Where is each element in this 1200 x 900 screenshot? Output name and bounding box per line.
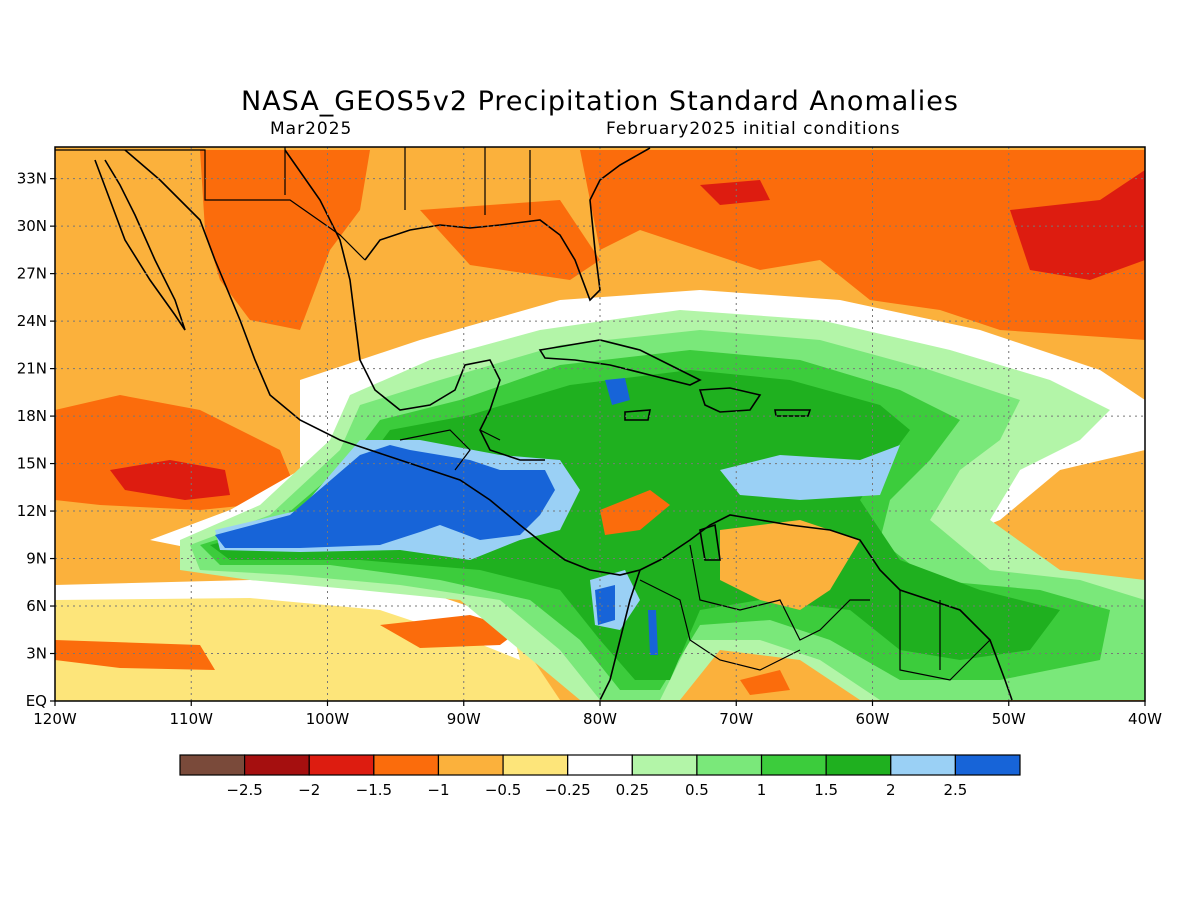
lat-tick-label: 24N <box>17 312 47 330</box>
lat-tick-label: 27N <box>17 265 47 283</box>
chart-title: NASA_GEOS5v2 Precipitation Standard Anom… <box>241 86 959 117</box>
field-red-atlantic <box>1010 170 1145 280</box>
coast-lakes <box>699 523 721 561</box>
coastlines <box>94 147 1013 701</box>
colorbar-label: 1.5 <box>814 781 838 799</box>
field-orange-sa3 <box>740 670 790 695</box>
lat-tick-label: 9N <box>26 550 47 568</box>
lat-tick-label: EQ <box>26 692 47 710</box>
colorbar-label: −0.5 <box>485 781 521 799</box>
field-orange-south2 <box>380 615 520 648</box>
lon-tick-label: 100W <box>306 710 350 728</box>
border-colombia <box>639 579 801 671</box>
colorbar-swatch <box>244 754 310 776</box>
coast-baja <box>94 159 186 331</box>
colorbar-swatch <box>696 754 763 776</box>
lat-tick-label: 15N <box>17 455 47 473</box>
colorbar-label: −1 <box>427 781 449 799</box>
lon-tick-label: 60W <box>856 710 890 728</box>
colorbar-swatch <box>890 754 956 776</box>
border-venezuela <box>689 544 870 641</box>
field-orange-pacific <box>55 395 300 510</box>
lat-tick-label: 3N <box>26 645 47 663</box>
coast-jamaica <box>624 409 651 421</box>
colorbar-label: 2.5 <box>943 781 967 799</box>
field-blue-cuba <box>605 378 630 405</box>
colorbar-label: 2 <box>886 781 896 799</box>
coast-mexico-pacific <box>124 149 641 576</box>
field-orange-sa <box>600 490 670 535</box>
border-guianas <box>899 590 991 681</box>
init-conditions: February2025 initial conditions <box>606 119 901 139</box>
border-us-mexico <box>55 149 366 261</box>
lat-tick-label: 30N <box>17 217 47 235</box>
lat-tick-label: 33N <box>17 170 47 188</box>
colorbar-swatch <box>502 754 569 776</box>
coast-colombia-pacific <box>599 569 641 701</box>
coast-puertorico <box>774 409 812 417</box>
colorbar-label: −0.25 <box>545 781 591 799</box>
coast-gulf <box>284 149 545 461</box>
colorbar-label: 1 <box>757 781 767 799</box>
lon-tick-label: 120W <box>33 710 77 728</box>
field-orange-south <box>55 640 215 670</box>
lon-tick-label: 80W <box>583 710 617 728</box>
coast-us-gulf <box>364 147 651 302</box>
gridlines <box>55 147 1145 701</box>
field-orange-gulf-n <box>420 200 600 280</box>
lat-tick-label: 21N <box>17 360 47 378</box>
field-blue-main <box>215 445 555 548</box>
field-red-pacific <box>110 460 230 500</box>
field-lightblue-carib <box>720 445 900 500</box>
colorbar-swatch <box>954 754 1021 776</box>
lon-tick-label: 50W <box>992 710 1026 728</box>
colorbar-swatch <box>308 754 375 776</box>
colorbar-label: −1.5 <box>356 781 392 799</box>
lat-tick-label: 6N <box>26 597 47 615</box>
colorbar-swatch <box>373 754 440 776</box>
coast-cuba <box>538 339 702 386</box>
valid-month: Mar2025 <box>270 119 353 139</box>
lat-tick-label: 12N <box>17 502 47 520</box>
lon-tick-label: 70W <box>719 710 753 728</box>
field-blue-colombia <box>648 610 658 655</box>
colorbar-swatch <box>760 754 827 776</box>
lat-tick-label: 18N <box>17 407 47 425</box>
lon-tick-label: 90W <box>447 710 481 728</box>
colorbar: −2.5 −2 −1.5 −1 −0.5 −0.25 0.25 0.5 1 1.5 2 2.5 <box>179 754 1021 799</box>
colorbar-swatch <box>437 754 504 776</box>
colorbar-swatch <box>631 754 698 776</box>
field-white-band <box>55 580 520 660</box>
field-red-atlantic2 <box>700 180 770 205</box>
colorbar-label: 0.5 <box>685 781 709 799</box>
colorbar-label: −2 <box>298 781 320 799</box>
colorbar-label: −2.5 <box>226 781 262 799</box>
colorbar-label: 0.25 <box>616 781 649 799</box>
field-blue-panama <box>595 585 615 625</box>
colorbar-swatch <box>825 754 892 776</box>
lon-tick-label: 40W <box>1128 710 1162 728</box>
border-guatemala <box>399 429 501 471</box>
colorbar-swatch <box>567 754 633 776</box>
coast-hispaniola <box>698 387 762 413</box>
colorbar-swatch <box>179 754 246 776</box>
field-orange-sa2 <box>720 520 860 610</box>
lon-tick-label: 110W <box>170 710 214 728</box>
